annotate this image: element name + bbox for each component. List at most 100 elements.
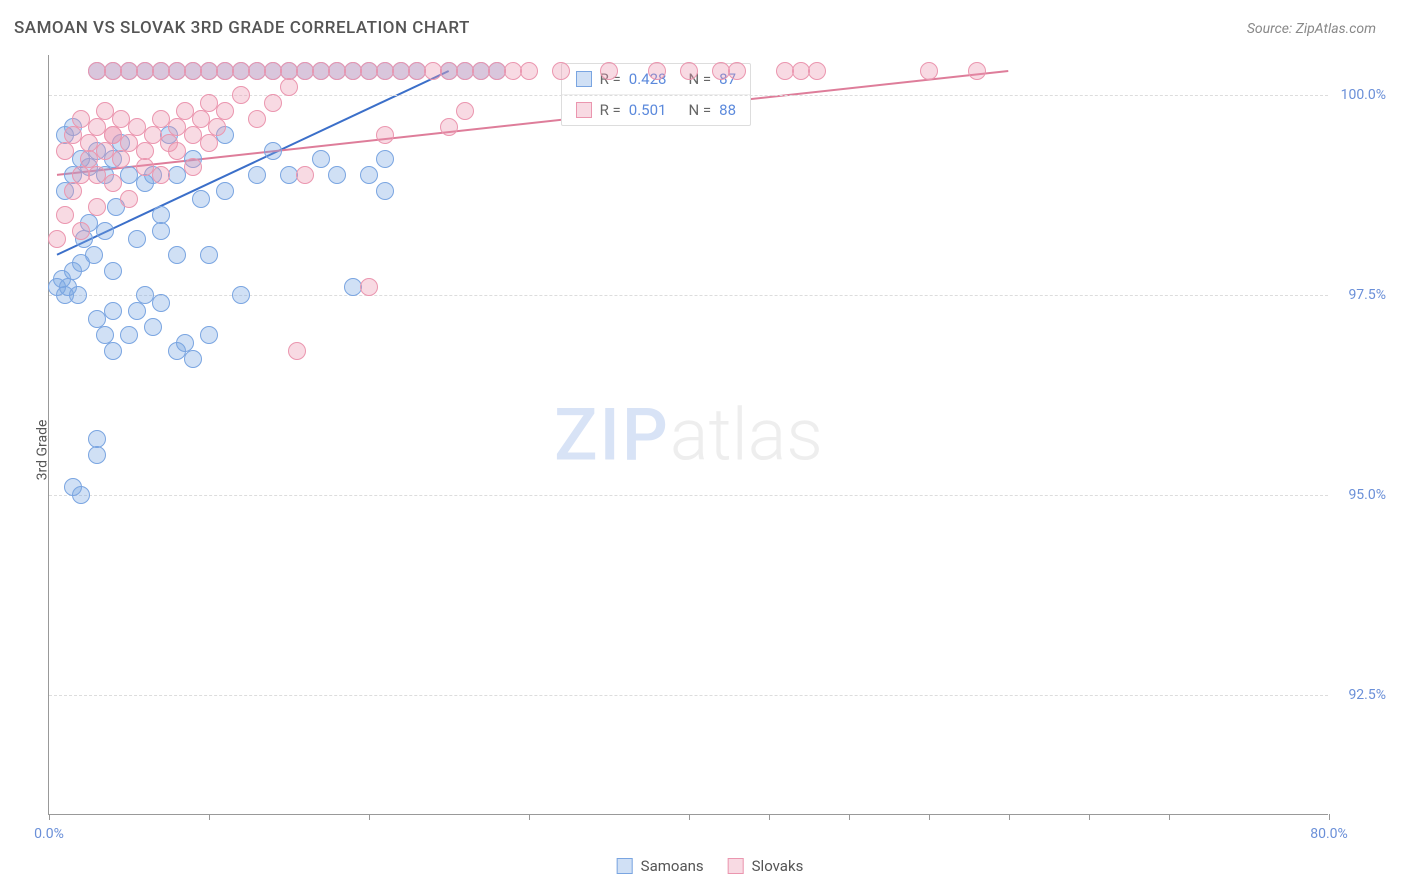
scatter-point	[648, 62, 666, 80]
scatter-point	[112, 150, 130, 168]
plot-area: ZIPatlas R = 0.428N = 87R = 0.501N = 88 …	[48, 55, 1328, 815]
scatter-point	[168, 142, 186, 160]
y-tick-label: 92.5%	[1348, 687, 1386, 703]
scatter-point	[104, 126, 122, 144]
scatter-point	[264, 142, 282, 160]
scatter-point	[96, 222, 114, 240]
scatter-point	[104, 174, 122, 192]
scatter-point	[232, 286, 250, 304]
scatter-point	[64, 182, 82, 200]
legend-label: Samoans	[641, 857, 704, 875]
scatter-point	[104, 302, 122, 320]
scatter-point	[280, 78, 298, 96]
scatter-point	[184, 158, 202, 176]
scatter-point	[376, 126, 394, 144]
x-tick	[1009, 814, 1010, 820]
scatter-point	[48, 230, 66, 248]
y-tick-label: 97.5%	[1348, 287, 1386, 303]
scatter-point	[296, 166, 314, 184]
scatter-point	[328, 166, 346, 184]
scatter-point	[120, 326, 138, 344]
scatter-point	[104, 262, 122, 280]
gridline	[49, 695, 1328, 696]
scatter-point	[168, 246, 186, 264]
scatter-point	[808, 62, 826, 80]
scatter-point	[360, 166, 378, 184]
scatter-point	[264, 94, 282, 112]
scatter-point	[456, 102, 474, 120]
scatter-point	[680, 62, 698, 80]
scatter-point	[600, 62, 618, 80]
source-attribution: Source: ZipAtlas.com	[1247, 21, 1376, 37]
stat-r-label: R =	[600, 101, 621, 119]
x-tick	[209, 814, 210, 820]
chart-container: 3rd Grade ZIPatlas R = 0.428N = 87R = 0.…	[40, 55, 1380, 845]
x-tick	[1089, 814, 1090, 820]
scatter-point	[920, 62, 938, 80]
scatter-point	[80, 134, 98, 152]
scatter-point	[88, 446, 106, 464]
scatter-point	[184, 350, 202, 368]
y-tick-label: 95.0%	[1348, 487, 1386, 503]
scatter-point	[128, 302, 146, 320]
scatter-point	[200, 246, 218, 264]
scatter-point	[144, 318, 162, 336]
scatter-point	[216, 102, 234, 120]
scatter-point	[152, 222, 170, 240]
scatter-point	[88, 430, 106, 448]
legend-item: Samoans	[617, 857, 704, 875]
scatter-point	[128, 230, 146, 248]
legend-label: Slovaks	[752, 857, 804, 875]
scatter-point	[200, 134, 218, 152]
scatter-point	[72, 222, 90, 240]
stats-row: R = 0.501N = 88	[562, 94, 750, 125]
scatter-point	[112, 110, 130, 128]
scatter-point	[56, 142, 74, 160]
scatter-point	[64, 478, 82, 496]
stat-n-label: N =	[688, 101, 711, 119]
x-tick	[769, 814, 770, 820]
trend-lines	[49, 55, 1328, 814]
x-tick	[929, 814, 930, 820]
x-axis-label: 0.0%	[34, 826, 64, 842]
legend-item: Slovaks	[728, 857, 804, 875]
x-tick	[1169, 814, 1170, 820]
x-tick	[1329, 814, 1330, 820]
x-tick	[529, 814, 530, 820]
stats-swatch	[576, 102, 592, 118]
stats-swatch	[576, 71, 592, 87]
stat-r-value: 0.501	[629, 101, 667, 119]
scatter-point	[520, 62, 538, 80]
scatter-point	[88, 198, 106, 216]
legend-swatch	[617, 858, 633, 874]
scatter-point	[120, 190, 138, 208]
y-tick-label: 100.0%	[1341, 87, 1386, 103]
scatter-point	[288, 342, 306, 360]
x-tick	[849, 814, 850, 820]
x-axis-label: 80.0%	[1310, 826, 1348, 842]
scatter-point	[69, 286, 87, 304]
watermark-zip: ZIP	[554, 392, 670, 477]
scatter-point	[376, 182, 394, 200]
x-tick	[369, 814, 370, 820]
scatter-point	[232, 86, 250, 104]
watermark-atlas: atlas	[670, 392, 823, 477]
watermark: ZIPatlas	[554, 392, 823, 477]
scatter-point	[216, 182, 234, 200]
scatter-point	[440, 118, 458, 136]
scatter-point	[56, 206, 74, 224]
gridline	[49, 495, 1328, 496]
scatter-point	[376, 150, 394, 168]
scatter-point	[360, 278, 378, 296]
legend-swatch	[728, 858, 744, 874]
scatter-point	[248, 166, 266, 184]
scatter-point	[248, 110, 266, 128]
scatter-point	[192, 190, 210, 208]
chart-title: SAMOAN VS SLOVAK 3RD GRADE CORRELATION C…	[14, 18, 470, 38]
scatter-point	[152, 294, 170, 312]
scatter-point	[968, 62, 986, 80]
scatter-point	[200, 326, 218, 344]
x-tick	[689, 814, 690, 820]
scatter-point	[104, 342, 122, 360]
scatter-point	[85, 246, 103, 264]
